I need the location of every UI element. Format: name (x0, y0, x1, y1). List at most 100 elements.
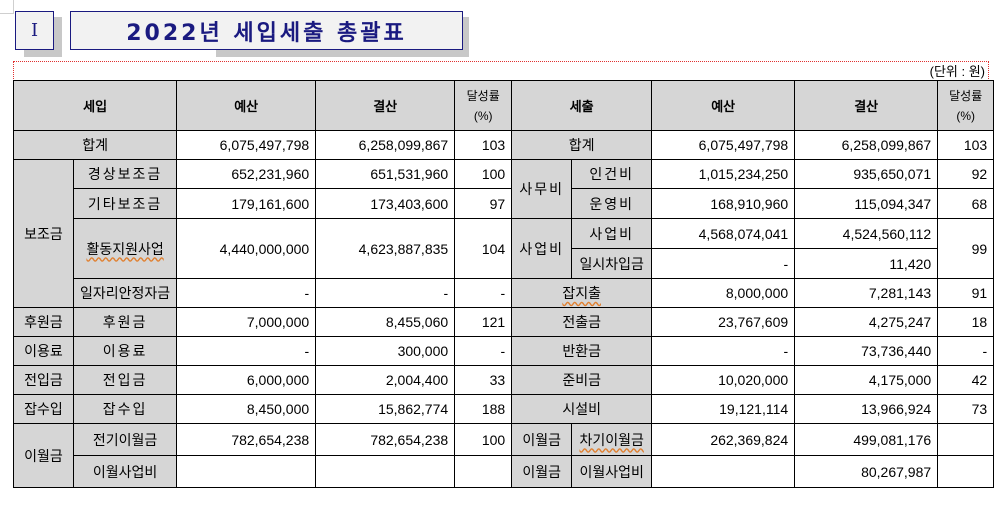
exp-item-budget: 8,000,000 (651, 278, 796, 308)
rev-total-budget: 6,075,497,798 (176, 130, 317, 160)
exp-item-settlement: 4,175,000 (794, 365, 939, 395)
rev-item-label: 후원금 (72, 307, 178, 337)
exp-item-label: 사업비 (571, 218, 653, 249)
exp-item-settlement: 4,524,560,112 (794, 218, 939, 249)
exp-item-rate: 91 (937, 278, 995, 308)
col-header-rev-budget: 예산 (176, 80, 317, 131)
exp-item-label: 차기이월금 (571, 423, 653, 456)
rev-item-rate: 188 (454, 394, 513, 424)
exp-total-settlement: 6,258,099,867 (794, 130, 939, 160)
exp-item-label: 준비금 (511, 365, 653, 395)
exp-item-settlement: 115,094,347 (794, 188, 939, 219)
table-row: 이용료 이용료 - 300,000 - 반환금 - 73,736,440 - (13, 336, 995, 366)
exp-item-rate: - (937, 336, 995, 366)
exp-item-label: 시설비 (511, 394, 653, 424)
exp-item-budget: 4,568,074,041 (651, 218, 796, 249)
table-row: 보조금 경상보조금 652,231,960 651,531,960 100 사무… (13, 159, 995, 308)
exp-item-budget: 23,767,609 (651, 307, 796, 337)
exp-item-settlement: 73,736,440 (794, 336, 939, 366)
rev-item-budget: - (176, 278, 317, 308)
rev-item-settlement: 651,531,960 (315, 159, 456, 189)
rev-group-transfer-in: 전입금 (13, 365, 74, 395)
page-corner-mark (0, 0, 14, 14)
exp-item-label: 운영비 (571, 188, 653, 219)
rev-item-label: 잡수입 (72, 394, 178, 424)
rev-item-budget: 4,440,000,000 (176, 218, 317, 279)
rev-item-label: 전기이월금 (72, 423, 178, 456)
exp-item-budget: 262,369,824 (651, 423, 796, 456)
rev-group-carryover: 이월금 (13, 423, 74, 488)
rev-item-label: 기타보조금 (72, 188, 178, 219)
exp-item-label: 반환금 (511, 336, 653, 366)
section-number-box: I (15, 11, 54, 50)
rev-item-budget (176, 455, 317, 488)
exp-item-label: 전출금 (511, 307, 653, 337)
col-header-expenditure: 세출 (511, 80, 653, 131)
rev-item-label: 이용료 (72, 336, 178, 366)
unit-label: (단위 : 원) (929, 64, 985, 79)
rev-item-rate: 121 (454, 307, 513, 337)
table-row: 기타보조금 179,161,600 173,403,600 97 운영비 168… (14, 188, 995, 219)
table-row: 일자리안정자금 - - - 잡지출 8,000,000 7,281,143 91 (14, 278, 995, 308)
table-frame-guide (13, 61, 989, 81)
rev-item-settlement: - (315, 278, 456, 308)
rev-item-budget: 6,000,000 (176, 365, 317, 395)
rev-item-rate: - (454, 336, 513, 366)
rev-item-settlement: 15,862,774 (315, 394, 456, 424)
table-row: 후원금 후원금 7,000,000 8,455,060 121 전출금 23,7… (13, 307, 995, 337)
rev-item-settlement: 4,623,887,835 (315, 218, 456, 279)
rev-item-rate: 100 (454, 423, 513, 456)
exp-item-budget: 19,121,114 (651, 394, 796, 424)
exp-item-rate: 42 (937, 365, 995, 395)
exp-group-office: 사무비 (511, 159, 573, 219)
section-number: I (30, 20, 39, 41)
col-header-exp-budget: 예산 (651, 80, 796, 131)
rev-item-label: 전입금 (72, 365, 178, 395)
rev-item-rate: 104 (454, 218, 513, 279)
exp-total-rate: 103 (937, 130, 995, 160)
exp-item-settlement: 7,281,143 (794, 278, 939, 308)
col-header-revenue: 세입 (12, 80, 178, 131)
rev-item-settlement: 8,455,060 (315, 307, 456, 337)
table-row: 활동지원사업 4,440,000,000 4,623,887,835 104 사… (14, 218, 995, 279)
rev-item-rate: - (454, 278, 513, 308)
exp-item-budget: - (651, 336, 796, 366)
exp-item-settlement: 499,081,176 (794, 423, 939, 456)
exp-total-budget: 6,075,497,798 (651, 130, 796, 160)
exp-item-budget: 168,910,960 (651, 188, 796, 219)
rev-total-label: 합계 (12, 130, 178, 160)
exp-group-project: 사업비 (511, 218, 573, 279)
table-row: 잡수입 잡수입 8,450,000 15,862,774 188 시설비 19,… (13, 394, 995, 424)
col-header-exp-settlement: 결산 (794, 80, 939, 131)
rev-total-rate: 103 (454, 130, 513, 160)
rev-item-rate: 100 (454, 159, 513, 189)
table-row: 전입금 전입금 6,000,000 2,004,400 33 준비금 10,02… (13, 365, 995, 395)
rev-item-rate: 97 (454, 188, 513, 219)
rev-item-label: 활동지원사업 (72, 218, 178, 279)
rev-item-budget: 8,450,000 (176, 394, 317, 424)
rev-item-label: 이월사업비 (72, 455, 178, 488)
exp-item-settlement: 80,267,987 (794, 455, 939, 488)
exp-item-label: 일시차입금 (571, 248, 653, 279)
exp-item-rate (937, 455, 995, 488)
exp-group-carryover: 이월금 (511, 423, 573, 456)
exp-item-rate: 92 (937, 159, 995, 189)
rev-item-settlement: 173,403,600 (315, 188, 456, 219)
exp-group-carryover: 이월금 (511, 455, 573, 488)
table-row: 이월금 전기이월금 782,654,238 782,654,238 100 이월… (13, 423, 995, 488)
rev-group-usage-fee: 이용료 (13, 336, 74, 366)
exp-item-label: 이월사업비 (571, 455, 653, 488)
col-header-rev-rate: 달성률 (%) (454, 80, 513, 131)
rev-item-settlement: 300,000 (315, 336, 456, 366)
rev-item-rate (454, 455, 513, 488)
rev-group-misc-income: 잡수입 (13, 394, 74, 424)
exp-total-label: 합계 (511, 130, 653, 160)
exp-item-label: 인건비 (571, 159, 653, 189)
rev-item-budget: 179,161,600 (176, 188, 317, 219)
exp-item-label: 잡지출 (511, 278, 653, 308)
exp-item-rate: 73 (937, 394, 995, 424)
table-row: 일시차입금 - 11,420 (14, 248, 994, 279)
exp-item-rate: 18 (937, 307, 995, 337)
exp-item-settlement: 4,275,247 (794, 307, 939, 337)
rev-group-donation: 후원금 (13, 307, 74, 337)
